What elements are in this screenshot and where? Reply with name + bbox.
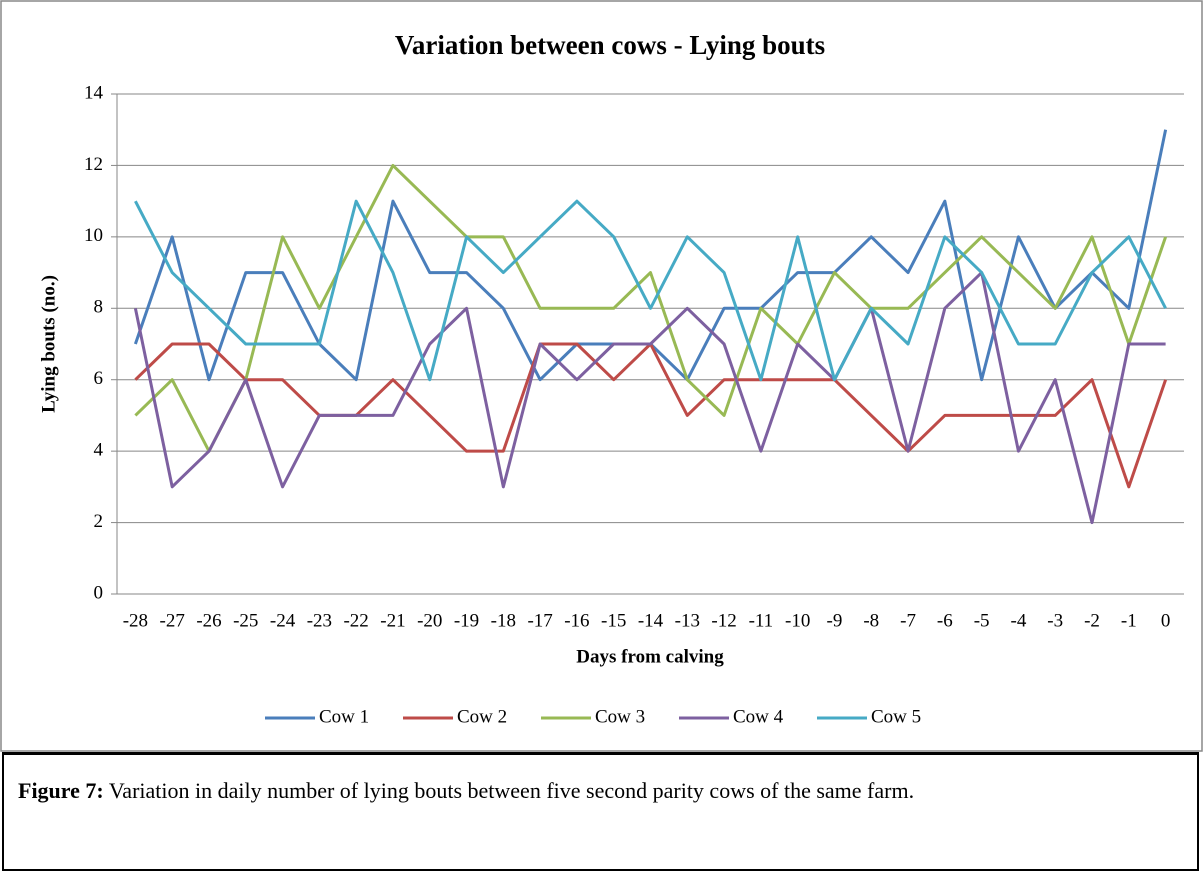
caption-label: Figure 7: <box>18 778 104 803</box>
x-tick-label: -16 <box>564 610 589 631</box>
series-line <box>133 271 1166 525</box>
x-tick-label: -19 <box>454 610 479 631</box>
series-line <box>134 163 1168 453</box>
series-line <box>134 199 1167 382</box>
x-tick-label: -24 <box>270 610 296 631</box>
x-tick-label: -7 <box>900 610 916 631</box>
x-tick-label: -22 <box>343 610 368 631</box>
y-tick-label: 8 <box>94 297 104 318</box>
caption-text: Variation in daily number of lying bouts… <box>103 778 915 803</box>
x-tick-label: -1 <box>1121 610 1137 631</box>
x-tick-label: -17 <box>527 610 552 631</box>
x-tick-label: -12 <box>711 610 736 631</box>
x-tick-label: -26 <box>196 610 221 631</box>
chart-frame <box>0 0 1203 752</box>
x-tick-label: -21 <box>380 610 405 631</box>
y-tick-label: 4 <box>94 440 104 461</box>
x-axis-title: Days from calving <box>576 646 724 667</box>
caption: Figure 7: Variation in daily number of l… <box>2 752 1199 871</box>
x-tick-label: -3 <box>1047 610 1063 631</box>
x-tick-label: -20 <box>417 610 442 631</box>
legend-label: Cow 3 <box>595 706 645 727</box>
chart-title: Variation between cows - Lying bouts <box>395 30 825 60</box>
legend-label: Cow 2 <box>457 706 507 727</box>
x-tick-label: -11 <box>749 610 774 631</box>
y-tick-label: 6 <box>94 368 104 389</box>
legend-label: Cow 5 <box>871 706 921 727</box>
y-tick-label: 12 <box>84 154 103 175</box>
legend-label: Cow 4 <box>733 706 784 727</box>
x-tick-label: -2 <box>1084 610 1100 631</box>
x-tick-label: -25 <box>233 610 258 631</box>
x-tick-label: -28 <box>123 610 148 631</box>
x-tick-label: -27 <box>160 610 185 631</box>
x-tick-label: -9 <box>827 610 843 631</box>
x-tick-label: 0 <box>1161 610 1171 631</box>
x-tick-label: -23 <box>307 610 332 631</box>
x-tick-label: -10 <box>785 610 810 631</box>
x-tick-label: -5 <box>974 610 990 631</box>
x-tick-label: -15 <box>601 610 626 631</box>
y-axis-title: Lying bouts (no.) <box>38 275 59 413</box>
x-tick-label: -18 <box>491 610 516 631</box>
x-tick-label: -13 <box>675 610 700 631</box>
y-tick-label: 14 <box>84 82 104 103</box>
chart: Variation between cows - Lying bouts Lyi… <box>0 0 1203 752</box>
x-tick-label: -8 <box>863 610 879 631</box>
y-tick-label: 0 <box>94 582 104 603</box>
x-tick-label: -14 <box>638 610 664 631</box>
y-tick-label: 10 <box>84 225 103 246</box>
x-tick-label: -4 <box>1011 610 1027 631</box>
x-tick-label: -6 <box>937 610 953 631</box>
legend-label: Cow 1 <box>319 706 369 727</box>
y-tick-label: 2 <box>94 511 104 532</box>
